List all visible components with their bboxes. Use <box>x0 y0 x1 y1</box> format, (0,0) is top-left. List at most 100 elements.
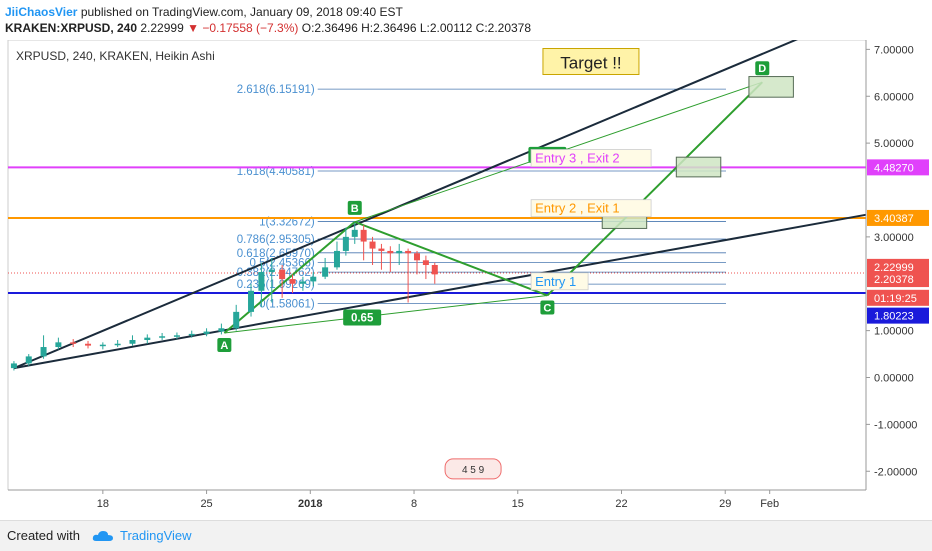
candle-body <box>114 343 121 346</box>
trendline <box>224 294 548 334</box>
y-tick-label: 0.00000 <box>874 373 914 385</box>
candle-body <box>25 356 32 364</box>
y-tick-label: -1.00000 <box>874 419 917 431</box>
entry-callout <box>530 272 589 291</box>
candle-body <box>258 272 265 291</box>
trendline <box>13 40 799 370</box>
target-callout <box>542 48 640 75</box>
candle-body <box>188 333 195 336</box>
entry-callout <box>530 199 652 218</box>
trendline <box>223 221 356 334</box>
price-tag <box>867 289 929 306</box>
price-tag-label: 2.20378 <box>874 274 914 286</box>
trendline <box>546 81 763 297</box>
candle-body <box>299 281 306 284</box>
symbol-line: KRAKEN:XRPUSD, 240 2.22999 ▼ −0.17558 (−… <box>5 21 531 35</box>
projection-box <box>748 76 794 98</box>
pattern-point-badge <box>347 200 362 215</box>
fib-level-label: 2.618(6.15191) <box>237 84 315 96</box>
candle-body <box>173 335 180 337</box>
trendline <box>354 220 548 297</box>
published-text: published on TradingView.com, January 09… <box>80 5 403 19</box>
candle-body <box>360 229 367 242</box>
fib-level-label: 1.618(4.40581) <box>237 166 315 178</box>
candle-body <box>396 250 403 254</box>
pattern-point-badge <box>755 61 770 76</box>
candle-body <box>99 344 106 347</box>
candle-body <box>70 342 77 344</box>
fib-level-label: 0.786(2.95305) <box>237 234 315 246</box>
y-tick-label: -2.00000 <box>874 466 917 478</box>
candle-body <box>310 276 317 282</box>
x-tick-label: 29 <box>719 498 731 510</box>
candle-body <box>85 343 92 346</box>
y-tick-label: 7.00000 <box>874 44 914 56</box>
candle-body <box>387 250 394 254</box>
price-tag <box>867 209 929 226</box>
candle-body <box>289 279 296 284</box>
publish-line: JiiChaosVier published on TradingView.co… <box>5 5 403 19</box>
pattern-point-badge <box>540 300 555 315</box>
x-tick-label: 25 <box>200 498 212 510</box>
y-tick-label: 5.00000 <box>874 138 914 150</box>
candle-body <box>378 248 385 251</box>
candle-body <box>342 236 349 251</box>
price-change: ▼ −0.17558 (−7.3%) <box>187 21 299 35</box>
price-tag <box>867 159 929 176</box>
candle-body <box>431 265 438 275</box>
candle-body <box>322 267 329 277</box>
fib-level-label: 0(1.58061) <box>259 298 315 310</box>
y-tick-label: 1.00000 <box>874 326 914 338</box>
price-chart[interactable]: XRPUSD, 240, KRAKEN, Heikin Ashi 2.618(6.… <box>0 40 932 520</box>
candle-body <box>279 269 286 280</box>
y-tick-label: 6.00000 <box>874 91 914 103</box>
footer-bar: Created with TradingView <box>0 520 932 551</box>
fib-level-label: 1(3.32672) <box>259 217 315 229</box>
candle-body <box>333 250 340 268</box>
y-tick-label: 3.00000 <box>874 232 914 244</box>
price-tag <box>867 307 929 324</box>
price-tag-label: 1.80223 <box>874 311 914 323</box>
x-tick-label: Feb <box>760 498 779 510</box>
target-label: Target !! <box>560 54 621 73</box>
chart-title: XRPUSD, 240, KRAKEN, Heikin Ashi <box>16 49 215 63</box>
tradingview-brand-link[interactable]: TradingView <box>120 528 192 543</box>
entry-label: Entry 3 , Exit 2 <box>535 151 620 166</box>
price-tag-label: 4.48270 <box>874 162 914 174</box>
candle-body <box>369 241 376 249</box>
candle-body <box>40 347 47 357</box>
entry-label: Entry 1 <box>535 274 576 289</box>
price-tag <box>867 258 929 275</box>
x-tick-label: 22 <box>615 498 627 510</box>
candle-body <box>159 336 166 338</box>
event-marker-label: 4 5 9 <box>462 465 485 476</box>
pattern-point-label: D <box>758 63 766 75</box>
x-tick-label: 18 <box>97 498 109 510</box>
event-marker <box>444 458 502 480</box>
entry-label: Entry 2 , Exit 1 <box>535 201 620 216</box>
candle-body <box>268 269 275 273</box>
candle-body <box>248 290 255 312</box>
author-link[interactable]: JiiChaosVier <box>5 5 78 19</box>
candle-body <box>55 342 62 348</box>
trendline <box>13 212 874 370</box>
created-with-text: Created with <box>7 528 80 543</box>
candle-body <box>203 331 210 334</box>
price-tag-label: 01:19:25 <box>874 293 917 305</box>
pattern-point-badge <box>217 337 232 352</box>
tradingview-cloud-icon <box>92 531 113 541</box>
x-tick-label: 8 <box>411 498 417 510</box>
ratio-badge <box>343 309 382 326</box>
fib-level-label: 0.5(2.45366) <box>249 257 314 269</box>
candle-body <box>129 340 136 344</box>
pattern-point-label: C <box>543 302 551 314</box>
candle-body <box>218 328 225 332</box>
candle-body <box>413 253 420 261</box>
price-tag-label: 3.40387 <box>874 213 914 225</box>
x-axis-area <box>0 490 932 520</box>
pattern-point-label: A <box>220 340 228 352</box>
projection-box <box>675 156 722 178</box>
entry-callout <box>530 149 652 167</box>
x-tick-label: 2018 <box>298 498 322 510</box>
x-tick-label: 15 <box>512 498 524 510</box>
